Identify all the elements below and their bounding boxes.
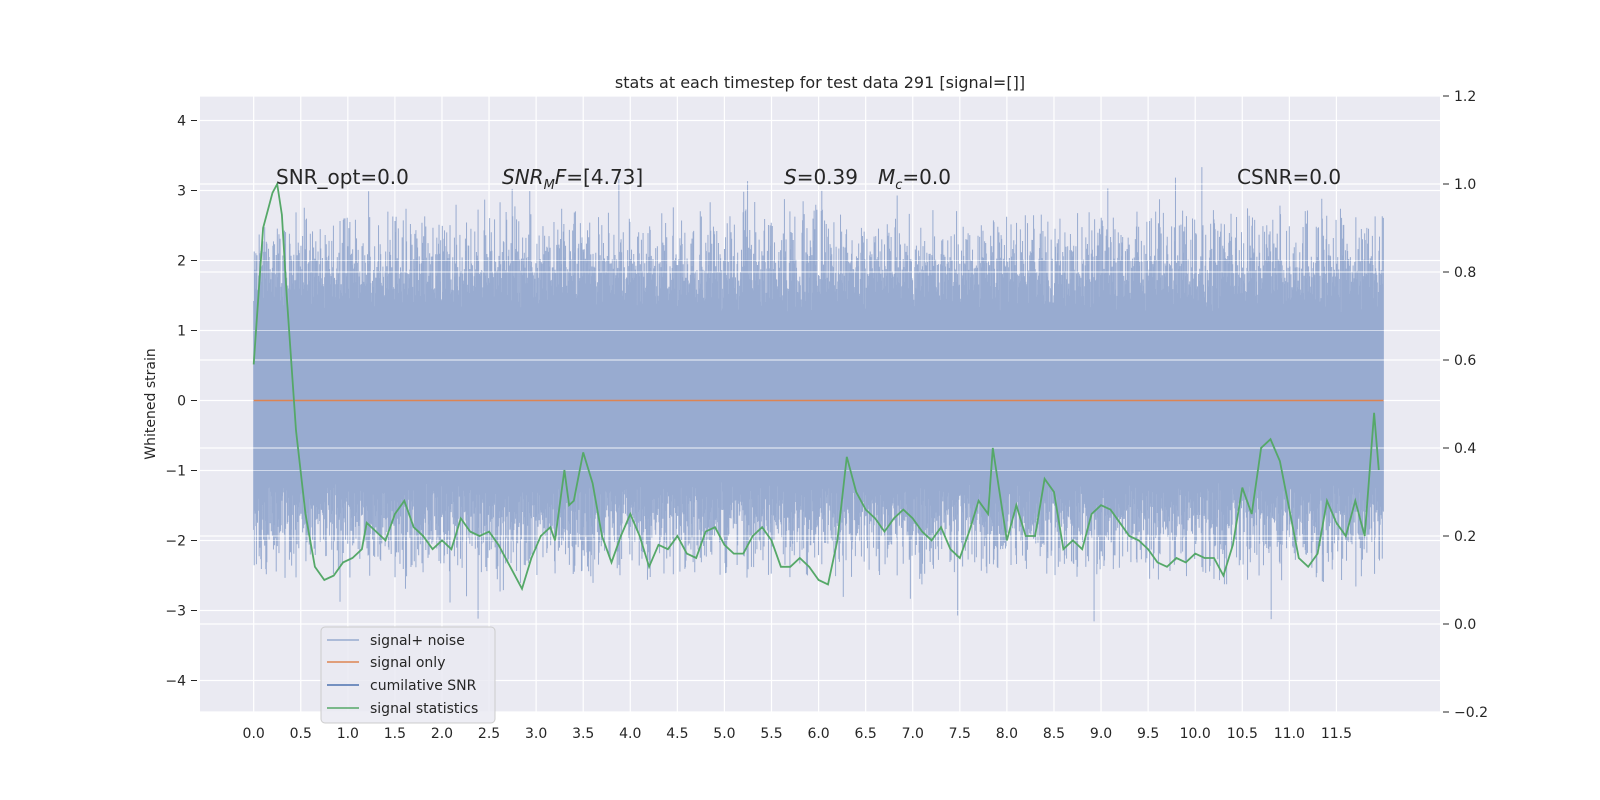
y2-tick-label: 0.8 <box>1454 265 1476 281</box>
annotation-csnr: CSNR=0.0 <box>1237 165 1341 189</box>
x-tick-label: 10.5 <box>1227 726 1258 742</box>
annotation-mc: Mc=0.0 <box>878 165 951 193</box>
chart-title: stats at each timestep for test data 291… <box>615 73 1025 92</box>
x-tick-label: 4.5 <box>666 726 688 742</box>
legend-label-signal-statistics: signal statistics <box>370 701 478 717</box>
x-tick-label: 6.0 <box>807 726 829 742</box>
y-tick-label: 4 <box>177 114 186 130</box>
x-tick-label: 2.5 <box>478 726 500 742</box>
y-tick-label: 1 <box>177 324 186 340</box>
x-tick-label: 1.0 <box>337 726 359 742</box>
x-tick-label: 7.0 <box>902 726 924 742</box>
x-tick-label: 5.0 <box>713 726 735 742</box>
y-axis-label: Whitened strain <box>143 348 159 459</box>
annotation-snr-opt: SNR_opt=0.0 <box>276 165 409 189</box>
legend-label-signal-only: signal only <box>370 655 445 671</box>
y2-tick-label: 0.6 <box>1454 353 1476 369</box>
x-tick-label: 11.5 <box>1321 726 1352 742</box>
x-tick-label: 7.5 <box>949 726 971 742</box>
noise-trace <box>253 167 1384 622</box>
y-tick-label: 0 <box>177 394 186 410</box>
x-tick-label: 9.0 <box>1090 726 1112 742</box>
annotation-snr-mf-value: =[4.73] <box>566 165 643 189</box>
x-tick-label: 3.0 <box>525 726 547 742</box>
y2-tick-label: 0.2 <box>1454 529 1476 545</box>
x-tick-label: 6.5 <box>855 726 877 742</box>
series-signal-noise <box>200 96 1440 712</box>
annotation-s: S=0.39 <box>784 165 858 189</box>
x-tick-label: 11.0 <box>1274 726 1305 742</box>
x-tick-label: 3.5 <box>572 726 594 742</box>
y2-tick-label: 1.0 <box>1454 177 1476 193</box>
y-tick-label: −1 <box>165 464 186 480</box>
x-tick-label: 0.0 <box>243 726 265 742</box>
legend-box <box>320 626 496 724</box>
annotation-s-value: =0.39 <box>797 165 858 189</box>
series-signal-statistics <box>252 181 1380 592</box>
x-tick-label: 10.0 <box>1180 726 1211 742</box>
y2-tick-label: 1.2 <box>1454 89 1476 105</box>
x-tick-label: 2.0 <box>431 726 453 742</box>
legend-label-cumulative-snr: cumilative SNR <box>370 678 477 694</box>
x-tick-label: 4.0 <box>619 726 641 742</box>
y2-tick-label: 0.0 <box>1454 617 1476 633</box>
y-tick-label: 3 <box>177 184 186 200</box>
x-tick-label: 8.5 <box>1043 726 1065 742</box>
y2-tick-label: −0.2 <box>1454 705 1488 721</box>
y2-tick-label: 0.4 <box>1454 441 1476 457</box>
x-tick-label: 9.5 <box>1137 726 1159 742</box>
y-axis-ticks: 4 3 2 1 0 −1 −2 −3 −4 <box>165 114 197 690</box>
legend: signal+ noise signal only cumilative SNR… <box>320 626 496 724</box>
annotation-snr-mf: SNRMF=[4.73] <box>502 165 643 193</box>
y-tick-label: 2 <box>177 254 186 270</box>
x-tick-label: 1.5 <box>384 726 406 742</box>
legend-label-signal-noise: signal+ noise <box>370 633 465 649</box>
y-tick-label: −2 <box>165 534 186 550</box>
x-tick-label: 8.0 <box>996 726 1018 742</box>
annotation-mc-value: =0.0 <box>902 165 951 189</box>
y-tick-label: −3 <box>165 604 186 620</box>
y-tick-label: −4 <box>165 674 186 690</box>
x-axis-ticks: 0.0 0.5 1.0 1.5 2.0 2.5 3.0 3.5 4.0 4.5 5.0 5.5 6.0 6… <box>243 726 1352 742</box>
x-tick-label: 0.5 <box>290 726 312 742</box>
y2-axis-ticks: 1.2 1.0 0.8 0.6 0.4 0.2 0.0 −0.2 <box>1443 89 1488 721</box>
x-tick-label: 5.5 <box>760 726 782 742</box>
